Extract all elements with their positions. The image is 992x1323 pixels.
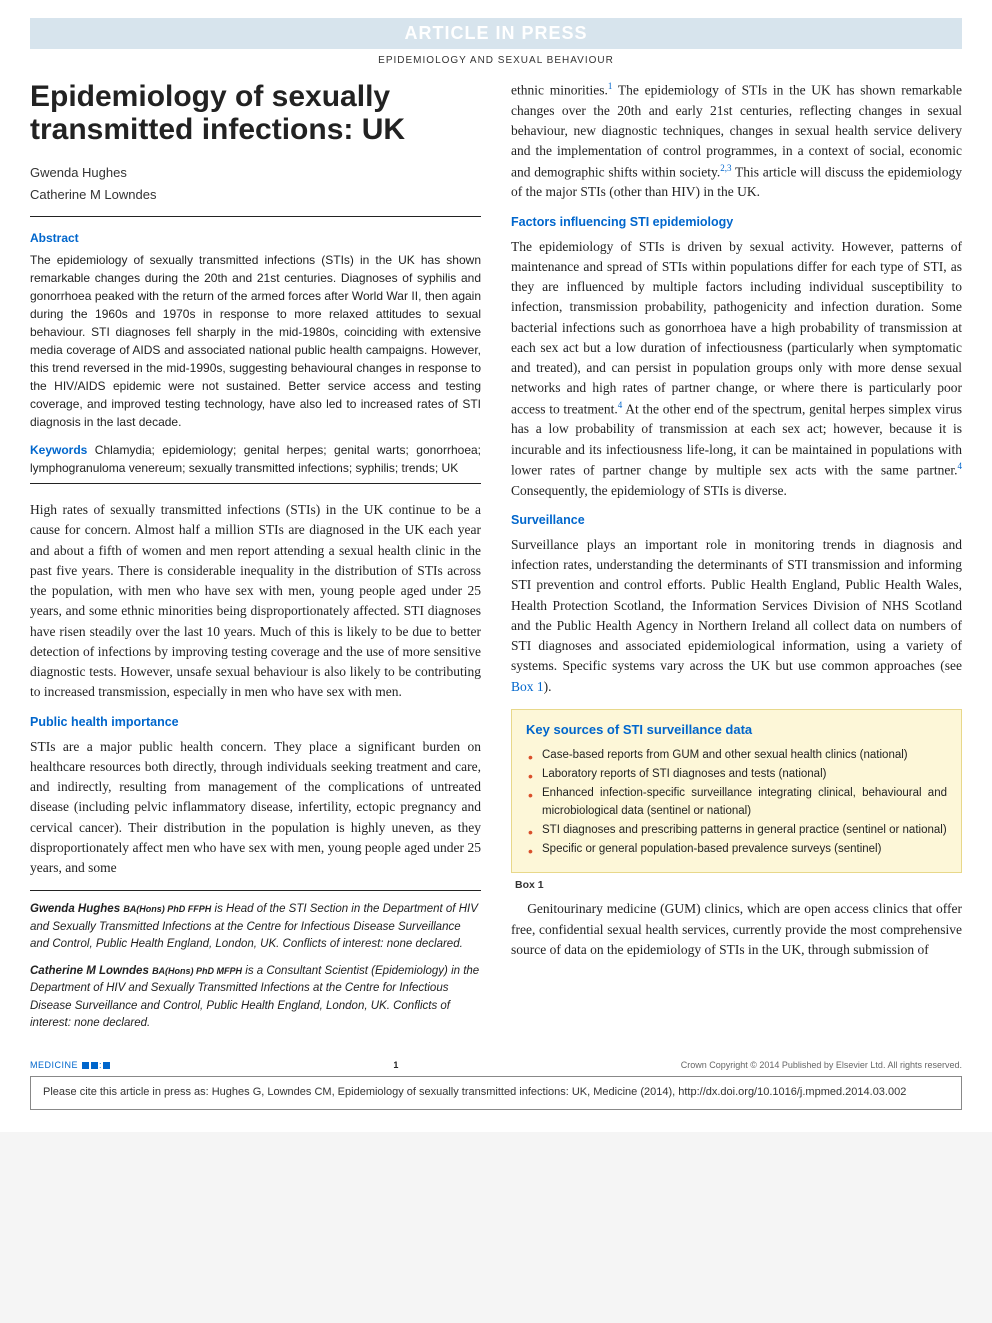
section-body-surveillance: Surveillance plays an important role in … (511, 535, 962, 697)
key-sources-box: Key sources of STI surveillance data Cas… (511, 709, 962, 874)
box-label: Box 1 (515, 879, 962, 891)
citation-ref[interactable]: 4 (958, 461, 963, 471)
page: ARTICLE IN PRESS EPIDEMIOLOGY AND SEXUAL… (0, 0, 992, 1132)
text-fragment: ). (544, 679, 552, 694)
section-body-factors: The epidemiology of STIs is driven by se… (511, 237, 962, 501)
citation-ref[interactable]: 2,3 (720, 163, 731, 173)
right-column: ethnic minorities.1 The epidemiology of … (511, 80, 962, 1042)
section-heading-public-health: Public health importance (30, 715, 481, 729)
box-list-item: Specific or general population-based pre… (526, 841, 947, 858)
box-list-item: Laboratory reports of STI diagnoses and … (526, 766, 947, 783)
article-title: Epidemiology of sexually transmitted inf… (30, 80, 481, 146)
author-name: Catherine M Lowndes (30, 184, 481, 206)
footer-journal: MEDICINE (30, 1060, 81, 1070)
left-column: Epidemiology of sexually transmitted inf… (30, 80, 481, 1042)
bio-credentials: BA(Hons) PhD FFPH (123, 904, 211, 914)
section-heading-surveillance: Surveillance (511, 513, 962, 527)
keywords-text: Chlamydia; epidemiology; genital herpes;… (30, 443, 481, 475)
abstract-heading: Abstract (30, 231, 481, 245)
header-subtitle: EPIDEMIOLOGY AND SEXUAL BEHAVIOUR (30, 49, 962, 80)
page-footer: MEDICINE : 1 Crown Copyright © 2014 Publ… (30, 1060, 962, 1070)
author-bio: Catherine M Lowndes BA(Hons) PhD MFPH is… (30, 963, 481, 1032)
keywords-label: Keywords (30, 443, 87, 457)
text-fragment: The epidemiology of STIs is driven by se… (511, 239, 962, 417)
text-fragment: Consequently, the epidemiology of STIs i… (511, 483, 787, 498)
keywords-line: Keywords Chlamydia; epidemiology; genita… (30, 441, 481, 477)
author-name: Gwenda Hughes (30, 162, 481, 184)
author-bio: Gwenda Hughes BA(Hons) PhD FFPH is Head … (30, 901, 481, 953)
bio-credentials: BA(Hons) PhD MFPH (152, 966, 242, 976)
footer-left: MEDICINE : (30, 1060, 111, 1070)
abstract-text: The epidemiology of sexually transmitted… (30, 251, 481, 431)
section-body-public-health: STIs are a major public health concern. … (30, 737, 481, 879)
authors-block: Gwenda Hughes Catherine M Lowndes (30, 162, 481, 206)
footer-copyright: Crown Copyright © 2014 Published by Else… (681, 1060, 962, 1070)
placeholder-square-icon (103, 1062, 110, 1069)
box-title: Key sources of STI surveillance data (526, 722, 947, 737)
placeholder-square-icon (91, 1062, 98, 1069)
article-in-press-banner: ARTICLE IN PRESS (30, 18, 962, 49)
text-fragment: Surveillance plays an important role in … (511, 537, 962, 674)
box-reference-link[interactable]: Box 1 (511, 679, 544, 694)
box-list-item: STI diagnoses and prescribing patterns i… (526, 822, 947, 839)
continuation-paragraph: ethnic minorities.1 The epidemiology of … (511, 80, 962, 203)
page-number: 1 (393, 1060, 398, 1070)
section-heading-factors: Factors influencing STI epidemiology (511, 215, 962, 229)
box-list-item: Enhanced infection-specific surveillance… (526, 785, 947, 820)
citation-box: Please cite this article in press as: Hu… (30, 1076, 962, 1109)
divider (30, 216, 481, 217)
box-list: Case-based reports from GUM and other se… (526, 747, 947, 859)
surveillance-paragraph-2: Genitourinary medicine (GUM) clinics, wh… (511, 899, 962, 960)
intro-paragraph: High rates of sexually transmitted infec… (30, 500, 481, 703)
two-column-layout: Epidemiology of sexually transmitted inf… (30, 80, 962, 1042)
bio-name: Catherine M Lowndes (30, 965, 149, 977)
box-list-item: Case-based reports from GUM and other se… (526, 747, 947, 764)
divider (30, 890, 481, 891)
bio-name: Gwenda Hughes (30, 903, 120, 915)
divider (30, 483, 481, 484)
text-fragment: ethnic minorities. (511, 83, 608, 98)
placeholder-square-icon (82, 1062, 89, 1069)
